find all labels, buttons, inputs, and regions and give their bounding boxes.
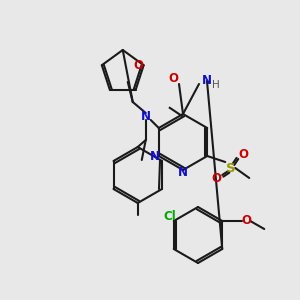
Text: O: O bbox=[238, 148, 248, 160]
Text: S: S bbox=[226, 161, 236, 175]
Text: Cl: Cl bbox=[164, 211, 176, 224]
Text: O: O bbox=[241, 214, 251, 227]
Text: N: N bbox=[150, 149, 160, 163]
Text: O: O bbox=[134, 59, 144, 72]
Text: O: O bbox=[168, 71, 178, 85]
Text: N: N bbox=[178, 167, 188, 179]
Text: N: N bbox=[202, 74, 212, 88]
Text: H: H bbox=[212, 80, 220, 90]
Text: N: N bbox=[141, 110, 151, 122]
Text: O: O bbox=[211, 172, 221, 184]
